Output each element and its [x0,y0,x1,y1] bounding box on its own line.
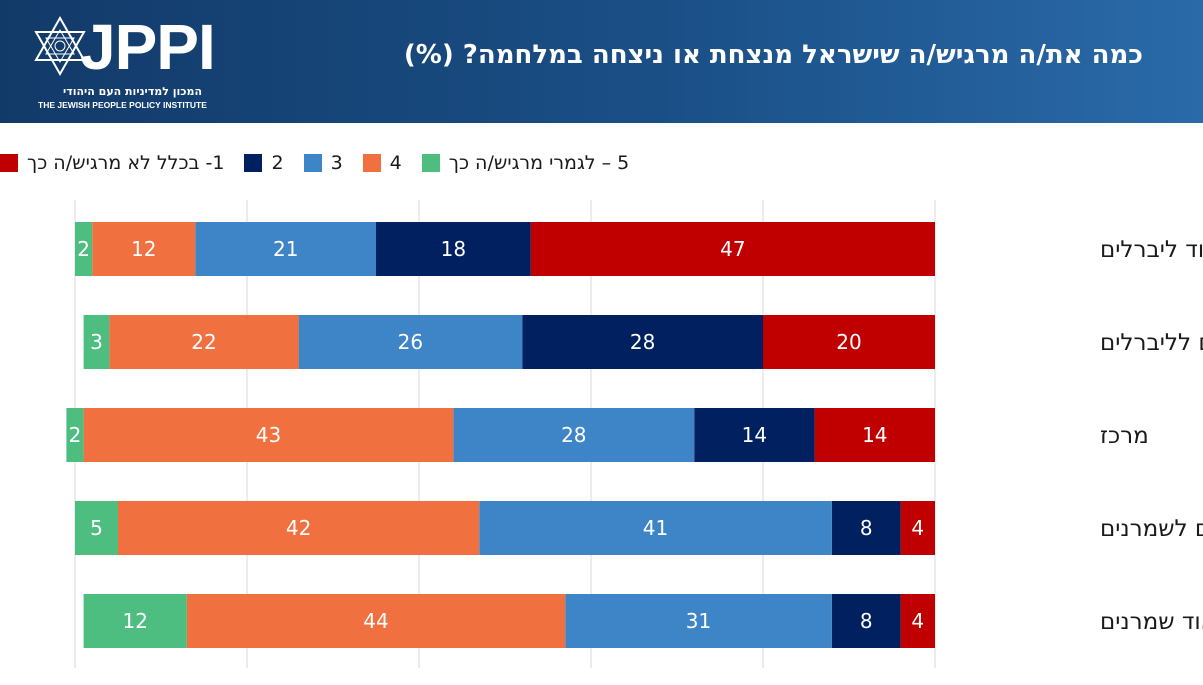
star-of-david-icon [34,15,86,77]
data-label: 42 [286,516,311,540]
data-label: 2 [69,423,82,447]
bar-segment [118,501,480,555]
legend-item-5: 5 – לגמרי מרגיש/ה כך [421,152,630,174]
bar-segment [376,222,531,276]
logo-wordmark: JPPI [80,11,216,83]
data-label: 28 [561,423,586,447]
bar-segment [83,594,187,648]
bar-segment [522,315,763,369]
legend-label-4: 4 [389,152,402,174]
bar-segment [479,501,832,555]
bar-segment [66,408,84,462]
data-label: 31 [686,609,711,633]
legend-item-1: 1- בכלל לא מרגיש/ה כך [0,152,224,174]
chart-legend: 1- בכלל לא מרגיש/ה כך 2 3 4 5 – לגמרי מרגיש/… [0,149,960,177]
data-label: 28 [630,330,655,354]
bar-segment [298,315,523,369]
bar-segment [530,222,935,276]
bar-segment [83,315,110,369]
data-label: 47 [720,237,745,261]
category-label: מרכז [1100,423,1149,449]
header-banner: JPPI המכון למדיניות העם היהודי THE JEWIS… [0,0,1203,123]
data-label: 18 [441,237,466,261]
category-label: נוטים לליברלים [1100,330,1203,356]
bar-segment [900,594,935,648]
legend-item-4: 4 [362,152,402,174]
logo-hebrew-tagline: המכון למדיניות העם היהודי [63,85,202,98]
bar-segment [75,222,93,276]
legend-swatch-3 [303,154,322,172]
data-label: 26 [398,330,423,354]
bar-segment [831,594,901,648]
legend-swatch-1 [0,154,18,172]
data-label: 8 [860,609,873,633]
legend-item-2: 2 [244,152,284,174]
chart-title: כמה את/ה מרגיש/ה שישראל מנצחת או ניצחה ב… [403,40,1143,70]
data-label: 41 [643,516,668,540]
bar-segment [75,501,118,555]
legend-swatch-2 [244,154,263,172]
category-label: נוטים לשמרנים [1100,516,1203,542]
data-label: 3 [90,330,103,354]
bar-segment [186,594,566,648]
data-label: 20 [836,330,861,354]
category-label: מאוד שמרנים [1100,609,1203,635]
legend-label-2: 2 [271,152,284,174]
legend-swatch-5 [421,154,440,172]
category-label: מאוד ליברלים [1100,237,1203,263]
legend-label-3: 3 [330,152,343,174]
legend-swatch-4 [362,154,381,172]
bar-segment [565,594,832,648]
bar-segment [900,501,935,555]
bar-segment [453,408,695,462]
bar-segment [92,222,196,276]
legend-label-1: 1- בכלל לא מרגיש/ה כך [27,152,225,174]
data-label: 4 [911,516,924,540]
bar-segment [83,408,454,462]
logo-english-tagline: THE JEWISH PEOPLE POLICY INSTITUTE [38,100,207,110]
data-label: 14 [742,423,767,447]
data-label: 22 [191,330,216,354]
data-label: 12 [122,609,147,633]
legend-label-5: 5 – לגמרי מרגיש/ה כך [448,152,630,174]
bar-segment [814,408,935,462]
data-label: 5 [90,516,103,540]
data-label: 2 [77,237,90,261]
data-label: 4 [911,609,924,633]
bar-segment [831,501,901,555]
legend-item-3: 3 [303,152,343,174]
data-label: 21 [273,237,298,261]
data-label: 14 [862,423,887,447]
bar-segment [195,222,376,276]
data-label: 12 [131,237,156,261]
bar-segment [109,315,299,369]
data-label: 44 [363,609,388,633]
data-label: 43 [256,423,281,447]
bar-segment [763,315,935,369]
data-label: 8 [860,516,873,540]
bar-segment [694,408,815,462]
